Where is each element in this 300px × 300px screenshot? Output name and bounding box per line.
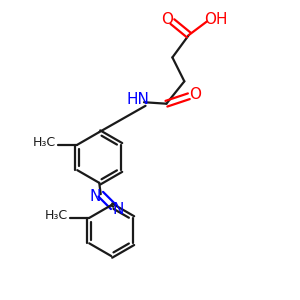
Text: O: O [189, 87, 201, 102]
Text: H₃C: H₃C [33, 136, 56, 149]
Text: HN: HN [126, 92, 149, 107]
Text: N: N [90, 189, 101, 204]
Text: OH: OH [205, 12, 228, 27]
Text: N: N [113, 202, 124, 217]
Text: H₃C: H₃C [45, 209, 68, 222]
Text: O: O [161, 12, 173, 27]
